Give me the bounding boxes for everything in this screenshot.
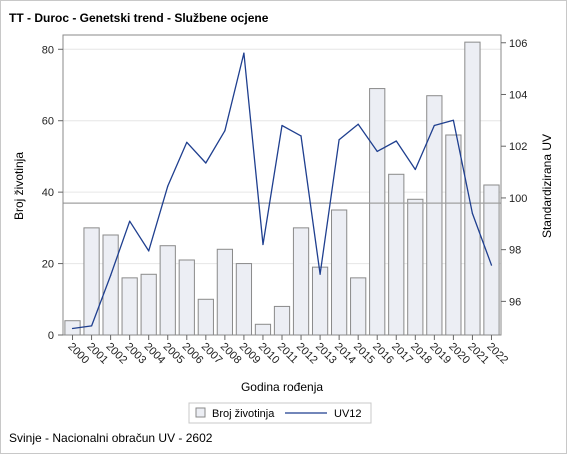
bar-2009: [235, 263, 253, 336]
legend-bar-swatch: [195, 407, 206, 418]
y-tick-label: 0: [48, 330, 54, 342]
x-tick-label: 2012: [294, 341, 320, 367]
uv12-point-2010: [262, 243, 264, 246]
y-axis-label: Broj životinja: [12, 152, 26, 220]
line-series: [71, 52, 493, 330]
x-tick-label: 2011: [275, 341, 300, 366]
x-tick-label: 2018: [408, 341, 434, 367]
x-tick-label: 2016: [370, 341, 396, 367]
legend-frame: [188, 402, 372, 424]
bar-2006: [178, 259, 195, 336]
x-tick-label: 2020: [446, 341, 472, 367]
y-tick-label: 60: [42, 116, 54, 128]
uv12-point-2011: [281, 124, 283, 127]
uv12-point-2004: [148, 250, 150, 252]
x-tick-label: 2005: [161, 341, 187, 367]
y-tick-label: 20: [42, 259, 54, 271]
y2-tick-label: 100: [509, 193, 527, 205]
x-tick-label: 2000: [65, 341, 91, 367]
x-tick-label: 2009: [237, 341, 263, 367]
bar-2015: [350, 277, 367, 336]
bar-2013: [311, 266, 329, 336]
x-tick-label: 2006: [180, 341, 206, 367]
bar-2017: [388, 173, 405, 336]
bar-2020: [445, 134, 462, 336]
uv12-point-2019: [433, 124, 435, 127]
bar-2022: [483, 184, 500, 336]
x-tick-label: 2021: [465, 341, 491, 367]
x-tick-label: 2004: [142, 341, 168, 367]
x-tick-label: 2007: [199, 341, 225, 367]
uv12-point-2012: [300, 135, 302, 137]
legend: Broj životinja UV12: [188, 402, 372, 424]
x-tick-label: 2019: [427, 341, 453, 367]
uv12-point-2000: [71, 327, 74, 330]
uv12-point-2017: [395, 140, 397, 142]
uv12-point-2007: [205, 162, 207, 164]
legend-bar-label: Broj životinja: [212, 408, 275, 420]
bar-2008: [216, 248, 233, 336]
bar-2010: [254, 323, 272, 336]
bar-2016: [369, 88, 386, 336]
bar-2001: [83, 227, 100, 336]
bar-series: [64, 41, 500, 336]
left-axis-ticks: 0 20 40 60 80: [42, 44, 63, 342]
bar-2004: [140, 273, 157, 336]
y2-tick-label: 96: [509, 296, 521, 308]
x-tick-label: 2022: [484, 341, 510, 367]
uv12-point-2003: [129, 220, 131, 222]
y-tick-label: 80: [42, 44, 54, 56]
uv12-point-2002: [110, 274, 112, 277]
x-tick-label: 2010: [256, 341, 282, 367]
uv12-point-2009: [243, 52, 245, 54]
uv12-point-2021: [471, 212, 474, 215]
uv12-point-2001: [90, 325, 93, 327]
y2-axis-label: Standardizirana UV: [540, 134, 554, 238]
chart-title: TT - Duroc - Genetski trend - Službene o…: [9, 11, 269, 25]
x-tick-label: 2013: [313, 341, 339, 367]
y-tick-label: 40: [42, 187, 54, 199]
y2-tick-label: 106: [509, 38, 527, 50]
bar-2007: [197, 298, 214, 336]
bar-2014: [331, 209, 348, 336]
y2-tick-label: 98: [509, 245, 521, 257]
legend-line-label: UV12: [334, 408, 362, 420]
uv12-point-2008: [224, 130, 226, 132]
uv12-point-2022: [490, 264, 493, 266]
x-tick-label: 2014: [332, 341, 358, 367]
y2-tick-label: 104: [509, 89, 527, 101]
bar-2003: [121, 277, 138, 336]
x-tick-label: 2015: [351, 341, 377, 367]
uv12-point-2014: [338, 139, 340, 141]
uv12-point-2018: [414, 168, 416, 171]
bar-2012: [292, 227, 310, 336]
y2-tick-label: 102: [509, 141, 527, 153]
x-tick-label: 2001: [84, 341, 110, 367]
bar-2018: [407, 198, 424, 336]
x-tick-label: 2017: [389, 341, 415, 367]
uv12-point-2016: [376, 150, 378, 152]
uv12-point-2020: [452, 119, 454, 121]
x-tick-label: 2008: [218, 341, 244, 367]
uv12-point-2015: [357, 123, 359, 125]
bar-2011: [273, 305, 291, 336]
bar-2019: [426, 95, 443, 336]
right-axis-ticks: 96 98 100 102 104 106: [501, 38, 527, 308]
uv12-point-2005: [167, 185, 169, 187]
x-axis-ticks: 2000200120022003200420052006200720082009…: [65, 335, 510, 366]
bar-2002: [102, 234, 119, 336]
x-tick-label: 2002: [103, 341, 129, 367]
bar-2005: [159, 245, 176, 336]
footnote: Svinje - Nacionalni obračun UV - 2602: [9, 431, 213, 445]
x-tick-label: 2003: [123, 341, 149, 367]
uv12-point-2006: [186, 141, 188, 143]
uv12-point-2013: [319, 273, 321, 275]
x-axis-label: Godina rođenja: [241, 380, 323, 394]
